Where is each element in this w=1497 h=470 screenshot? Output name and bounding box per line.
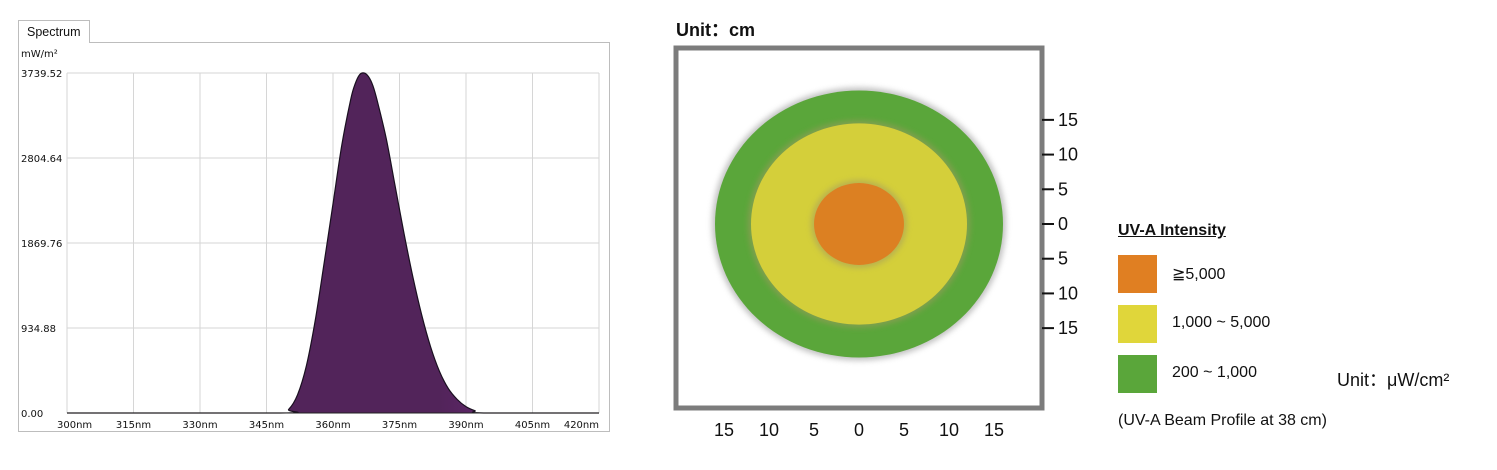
y-tick-label: 934.88 [21,324,56,335]
legend-swatch-high [1118,255,1157,293]
spectrum-panel: Spectrum mW/m² 0.00 934.88 1869.76 2804.64 37… [18,20,610,432]
beam-zone-high [814,183,904,265]
legend-unit-label: Unit：μW/cm² [1337,370,1450,390]
y-tick-label: 15 [1058,110,1078,130]
y-tick-label: 0.00 [21,409,43,420]
x-tick-label: 405nm [515,420,550,431]
x-tick-label: 15 [714,420,734,440]
legend-caption: (UV-A Beam Profile at 38 cm) [1118,412,1327,429]
legend-item: ≧5,000 [1118,255,1488,293]
y-tick-label: 5 [1058,249,1068,269]
y-tick-label: 3739.52 [21,69,62,80]
y-tick-label: 10 [1058,283,1078,303]
y-tick-label: 10 [1058,145,1078,165]
x-tick-label: 315nm [116,420,151,431]
y-tick-label: 5 [1058,179,1068,199]
legend-label-mid: 1,000 ~ 5,000 [1172,314,1271,331]
x-tick-label: 10 [939,420,959,440]
legend-item: 200 ~ 1,000 [1118,355,1488,393]
beam-unit-label: Unit：cm [676,20,756,40]
spectrum-area [67,72,599,413]
legend-swatch-low [1118,355,1157,393]
spectrum-chart-frame: mW/m² 0.00 934.88 1869.76 2804.64 3739.52 300n… [18,42,610,432]
x-tick-label: 0 [854,420,864,440]
x-tick-label: 345nm [249,420,284,431]
y-tick-label: 0 [1058,214,1068,234]
y-tick-label: 15 [1058,318,1078,338]
legend-swatch-mid [1118,305,1157,343]
x-tick-label: 375nm [382,420,417,431]
x-tick-label: 15 [984,420,1004,440]
intensity-legend: UV-A Intensity ≧5,000 1,000 ~ 5,000 200 … [1118,222,1488,442]
y-tick-label: 1869.76 [21,239,62,250]
legend-title: UV-A Intensity [1118,222,1226,239]
x-tick-label: 360nm [315,420,350,431]
y-tick-label: 2804.64 [21,154,62,165]
y-unit-label: mW/m² [21,49,58,60]
x-tick-label: 5 [809,420,819,440]
x-tick-label: 5 [899,420,909,440]
legend-item: 1,000 ~ 5,000 [1118,305,1488,343]
x-tick-label: 390nm [448,420,483,431]
x-tick-label: 300nm [57,420,92,431]
x-tick-label: 330nm [182,420,217,431]
legend-label-low: 200 ~ 1,000 [1172,364,1257,381]
spectrum-chart: mW/m² 0.00 934.88 1869.76 2804.64 3739.52 300n… [21,49,600,431]
spectrum-line [66,72,599,414]
x-tick-label: 10 [759,420,779,440]
tab-spectrum[interactable]: Spectrum [18,20,90,43]
legend-label-high: ≧5,000 [1172,266,1226,283]
x-tick-label: 420nm [564,420,599,431]
beam-profile-chart: 15 10 5 0 5 10 15 15 10 5 0 5 10 15 [673,45,1078,440]
